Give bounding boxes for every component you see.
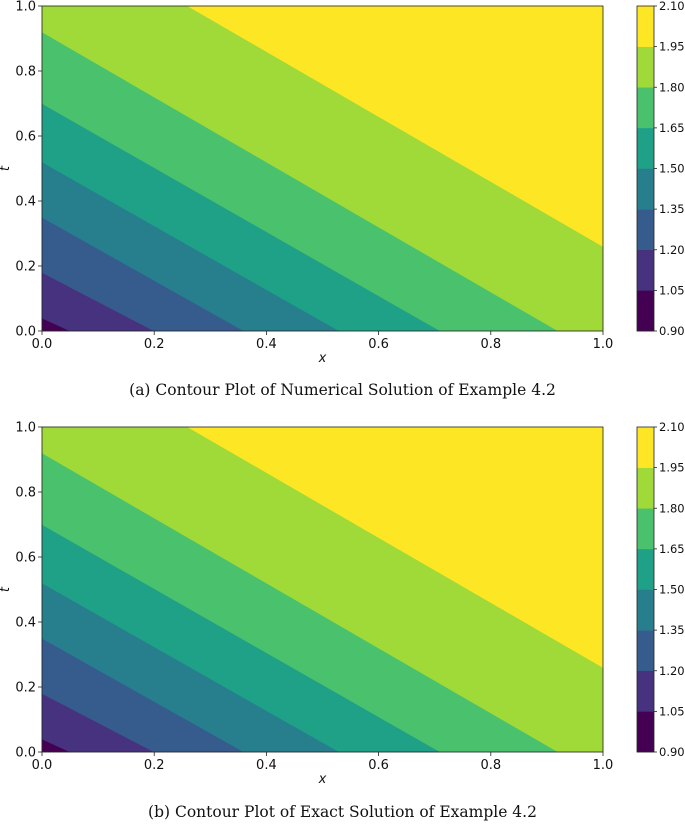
colorbar-tick-label: 1.35 (659, 202, 685, 216)
y-axis-label: t (0, 165, 13, 171)
x-axis-label: x (318, 772, 327, 787)
caption-b: (b) Contour Plot of Exact Solution of Ex… (148, 803, 537, 821)
colorbar-tick-label: 1.50 (659, 583, 685, 597)
colorbar-swatch (637, 630, 654, 672)
colorbar-tick-label: 1.65 (659, 121, 685, 135)
colorbar-swatch (637, 127, 654, 169)
colorbar-tick-label: 1.80 (659, 80, 685, 94)
colorbar-tick-label: 1.50 (659, 162, 685, 176)
x-tick-label: 0.0 (32, 337, 53, 352)
colorbar-swatch (637, 46, 654, 88)
colorbar-tick-label: 1.65 (659, 542, 685, 556)
colorbar-tick-label: 1.80 (659, 501, 685, 515)
x-tick-label: 1.0 (593, 758, 614, 773)
x-tick-label: 1.0 (593, 337, 614, 352)
y-tick-label: 0.0 (15, 325, 36, 340)
x-tick-label: 0.0 (32, 758, 53, 773)
colorbar-tick-label: 1.35 (659, 623, 685, 637)
y-tick-label: 0.6 (15, 130, 36, 145)
colorbar-tick-label: 2.10 (659, 0, 685, 13)
x-tick-label: 0.8 (480, 337, 501, 352)
colorbar-swatch (637, 508, 654, 550)
y-tick-label: 0.4 (15, 195, 36, 210)
colorbar-swatch (637, 589, 654, 631)
colorbar-swatch (637, 209, 654, 251)
colorbar-swatch (637, 290, 654, 332)
x-tick-label: 0.2 (144, 337, 165, 352)
y-tick-label: 1.0 (15, 421, 36, 436)
y-tick-label: 0.4 (15, 616, 36, 631)
contour-chart-b: 0.0 0.2 0.4 0.6 0.8 1.0 0.0 0.2 0.4 0.6 0.8 1.0 x t 0.… (0, 420, 685, 787)
colorbar-swatch (637, 168, 654, 210)
x-tick-label: 0.6 (368, 337, 389, 352)
y-tick-label: 0.2 (15, 260, 36, 275)
colorbar-swatch (637, 427, 654, 468)
y-tick-label: 0.8 (15, 486, 36, 501)
y-axis-label: t (0, 586, 13, 592)
colorbar-swatch (637, 467, 654, 509)
plot-frame (41, 5, 604, 332)
x-tick-label: 0.4 (256, 337, 277, 352)
colorbar-swatch (637, 548, 654, 590)
colorbar-swatch (637, 249, 654, 291)
colorbar-tick-label: 1.95 (659, 40, 685, 54)
x-tick-label: 0.8 (480, 758, 501, 773)
x-tick-label: 0.2 (144, 758, 165, 773)
y-tick-label: 0.0 (15, 746, 36, 761)
plot-frame (41, 426, 604, 753)
y-tick-label: 1.0 (15, 0, 36, 15)
caption-a: (a) Contour Plot of Numerical Solution o… (129, 381, 556, 399)
colorbar-tick-label: 0.90 (659, 324, 685, 338)
colorbar-tick-label: 1.05 (659, 704, 685, 718)
y-tick-label: 0.6 (15, 551, 36, 566)
colorbar-swatch (637, 6, 654, 47)
y-tick-label: 0.2 (15, 681, 36, 696)
x-tick-label: 0.4 (256, 758, 277, 773)
colorbar-tick-label: 1.05 (659, 283, 685, 297)
y-tick-label: 0.8 (15, 65, 36, 80)
x-axis-label: x (318, 351, 327, 366)
colorbar-tick-label: 0.90 (659, 745, 685, 759)
colorbar-tick-label: 1.20 (659, 664, 685, 678)
colorbar-swatch (637, 670, 654, 712)
colorbar: 0.90 1.05 1.20 1.35 1.50 1.65 1.80 1.95 2.10 (636, 0, 685, 338)
contour-chart-a: 0.0 0.2 0.4 0.6 0.8 1.0 0.0 0.2 0.4 0.6 0.8 1.0 x t 0.… (0, 0, 685, 366)
colorbar-swatch (637, 711, 654, 753)
x-tick-label: 0.6 (368, 758, 389, 773)
colorbar: 0.90 1.05 1.20 1.35 1.50 1.65 1.80 1.95 2.10 (636, 420, 685, 759)
colorbar-tick-label: 1.20 (659, 243, 685, 257)
colorbar-tick-label: 1.95 (659, 461, 685, 475)
colorbar-tick-label: 2.10 (659, 420, 685, 434)
colorbar-swatch (637, 87, 654, 129)
